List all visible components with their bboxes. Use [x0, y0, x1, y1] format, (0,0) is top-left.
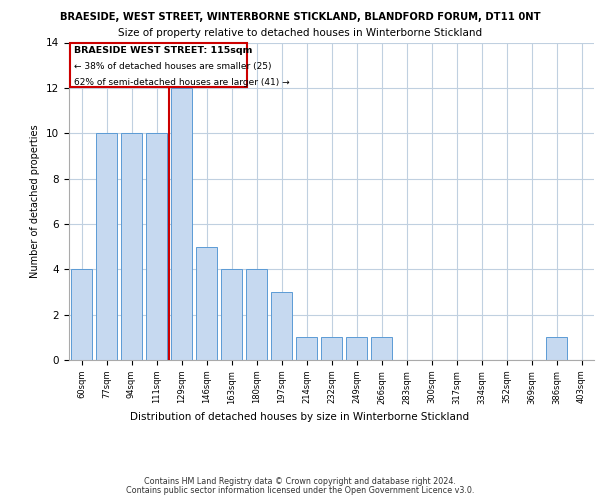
Y-axis label: Number of detached properties: Number of detached properties — [31, 124, 40, 278]
Bar — [246, 270, 267, 360]
Bar — [71, 270, 92, 360]
Bar — [546, 338, 567, 360]
Text: Size of property relative to detached houses in Winterborne Stickland: Size of property relative to detached ho… — [118, 28, 482, 38]
Bar — [321, 338, 342, 360]
Text: Contains public sector information licensed under the Open Government Licence v3: Contains public sector information licen… — [126, 486, 474, 495]
Bar — [346, 338, 367, 360]
Bar — [96, 133, 117, 360]
Bar — [171, 88, 192, 360]
Text: BRAESIDE WEST STREET: 115sqm: BRAESIDE WEST STREET: 115sqm — [74, 46, 253, 55]
Text: BRAESIDE, WEST STREET, WINTERBORNE STICKLAND, BLANDFORD FORUM, DT11 0NT: BRAESIDE, WEST STREET, WINTERBORNE STICK… — [59, 12, 541, 22]
Bar — [271, 292, 292, 360]
Text: Distribution of detached houses by size in Winterborne Stickland: Distribution of detached houses by size … — [130, 412, 470, 422]
Text: ← 38% of detached houses are smaller (25): ← 38% of detached houses are smaller (25… — [74, 62, 271, 71]
FancyBboxPatch shape — [70, 42, 247, 86]
Text: Contains HM Land Registry data © Crown copyright and database right 2024.: Contains HM Land Registry data © Crown c… — [144, 477, 456, 486]
Bar — [121, 133, 142, 360]
Text: 62% of semi-detached houses are larger (41) →: 62% of semi-detached houses are larger (… — [74, 78, 290, 86]
Bar — [371, 338, 392, 360]
Bar — [146, 133, 167, 360]
Bar — [196, 246, 217, 360]
Bar — [296, 338, 317, 360]
Bar — [221, 270, 242, 360]
